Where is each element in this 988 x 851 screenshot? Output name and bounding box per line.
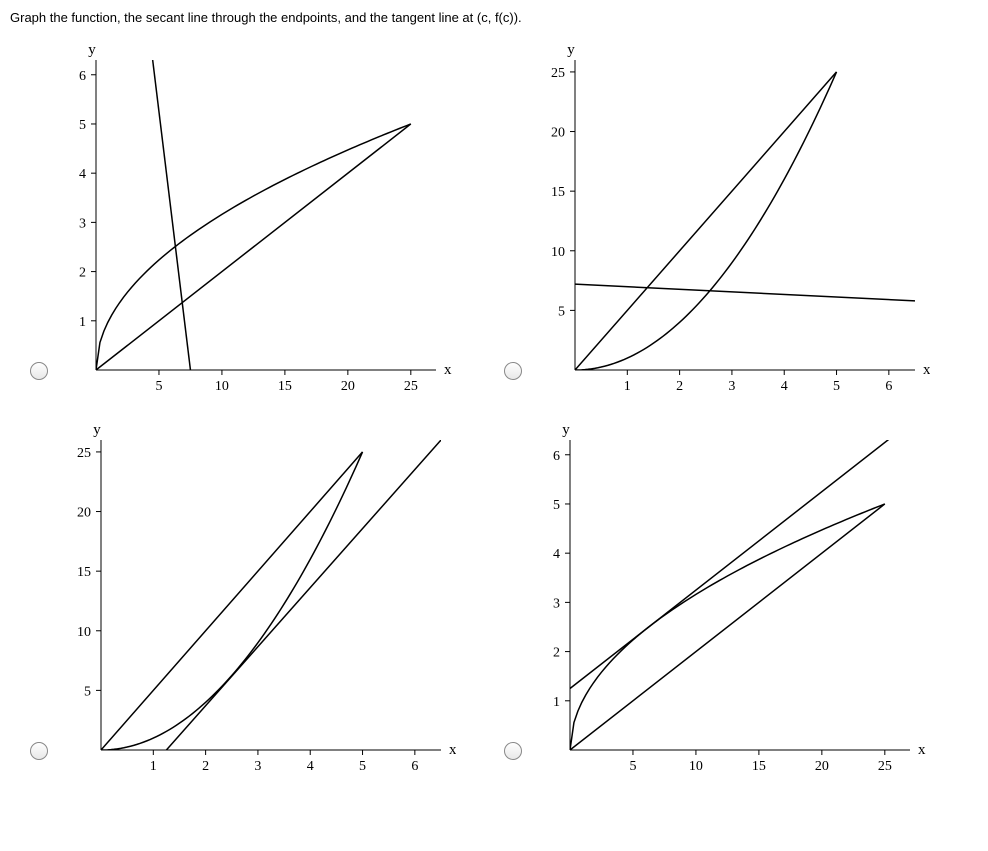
svg-text:2: 2 xyxy=(553,646,560,661)
svg-text:6: 6 xyxy=(79,69,86,84)
svg-text:5: 5 xyxy=(629,759,636,770)
svg-text:y: y xyxy=(88,42,96,58)
svg-text:1: 1 xyxy=(624,379,631,390)
svg-text:4: 4 xyxy=(79,167,86,182)
svg-text:1: 1 xyxy=(79,315,86,330)
chart-svg: 5 10 15 20 25 1 2 3 4 5 6 x y xyxy=(530,420,930,770)
svg-text:10: 10 xyxy=(215,379,229,390)
svg-text:15: 15 xyxy=(278,379,292,390)
svg-text:6: 6 xyxy=(553,449,560,464)
svg-text:2: 2 xyxy=(676,379,683,390)
radio-option-c[interactable] xyxy=(30,742,48,760)
radio-option-d[interactable] xyxy=(504,742,522,760)
chart-d: 5 10 15 20 25 1 2 3 4 5 6 x y xyxy=(530,420,930,770)
svg-text:6: 6 xyxy=(411,759,418,770)
radio-option-a[interactable] xyxy=(30,362,48,380)
svg-text:25: 25 xyxy=(551,66,565,81)
svg-text:25: 25 xyxy=(77,446,91,461)
svg-text:5: 5 xyxy=(553,498,560,513)
svg-text:5: 5 xyxy=(79,118,86,133)
svg-text:20: 20 xyxy=(77,506,91,521)
radio-option-b[interactable] xyxy=(504,362,522,380)
svg-text:x: x xyxy=(923,362,930,378)
svg-text:4: 4 xyxy=(553,547,560,562)
option-d-wrapper: 5 10 15 20 25 1 2 3 4 5 6 x y xyxy=(504,420,958,770)
chart-svg: 1 2 3 4 5 6 5 10 15 20 25 x y xyxy=(56,420,456,770)
svg-text:y: y xyxy=(93,422,101,438)
svg-text:1: 1 xyxy=(553,695,560,710)
chart-c: 1 2 3 4 5 6 5 10 15 20 25 x y xyxy=(56,420,456,770)
svg-text:x: x xyxy=(444,362,452,378)
svg-text:3: 3 xyxy=(728,379,735,390)
option-c-wrapper: 1 2 3 4 5 6 5 10 15 20 25 x y xyxy=(30,420,484,770)
svg-text:5: 5 xyxy=(155,379,162,390)
svg-text:3: 3 xyxy=(254,759,261,770)
svg-text:3: 3 xyxy=(79,216,86,231)
svg-text:5: 5 xyxy=(558,304,565,319)
option-a-wrapper: 5 10 15 20 25 1 2 3 4 5 6 x y xyxy=(30,40,484,390)
svg-text:15: 15 xyxy=(77,565,91,580)
svg-text:x: x xyxy=(449,742,456,758)
svg-text:4: 4 xyxy=(307,759,314,770)
svg-text:x: x xyxy=(918,742,926,758)
svg-text:2: 2 xyxy=(202,759,209,770)
svg-text:5: 5 xyxy=(833,379,840,390)
option-b-wrapper: 1 2 3 4 5 6 5 10 15 20 25 x y xyxy=(504,40,958,390)
svg-text:10: 10 xyxy=(551,245,565,260)
svg-text:15: 15 xyxy=(551,185,565,200)
svg-text:y: y xyxy=(567,42,575,58)
svg-text:25: 25 xyxy=(878,759,892,770)
charts-grid: 510152025123456xy 123456510152025xy 1234… xyxy=(10,40,978,770)
svg-text:20: 20 xyxy=(551,126,565,141)
svg-text:5: 5 xyxy=(84,684,91,699)
chart-svg: 1 2 3 4 5 6 5 10 15 20 25 x y xyxy=(530,40,930,390)
question-text: Graph the function, the secant line thro… xyxy=(10,10,978,25)
svg-text:10: 10 xyxy=(77,625,91,640)
svg-text:3: 3 xyxy=(553,596,560,611)
svg-text:25: 25 xyxy=(404,379,418,390)
svg-text:15: 15 xyxy=(752,759,766,770)
svg-text:20: 20 xyxy=(815,759,829,770)
chart-b: 1 2 3 4 5 6 5 10 15 20 25 x y xyxy=(530,40,930,390)
svg-text:5: 5 xyxy=(359,759,366,770)
chart-a: 5 10 15 20 25 1 2 3 4 5 6 x y xyxy=(56,40,456,390)
svg-text:4: 4 xyxy=(781,379,788,390)
chart-svg: 5 10 15 20 25 1 2 3 4 5 6 x y xyxy=(56,40,456,390)
svg-text:y: y xyxy=(562,422,570,438)
svg-text:20: 20 xyxy=(341,379,355,390)
svg-text:2: 2 xyxy=(79,266,86,281)
svg-text:6: 6 xyxy=(885,379,892,390)
svg-text:1: 1 xyxy=(150,759,157,770)
svg-text:10: 10 xyxy=(689,759,703,770)
